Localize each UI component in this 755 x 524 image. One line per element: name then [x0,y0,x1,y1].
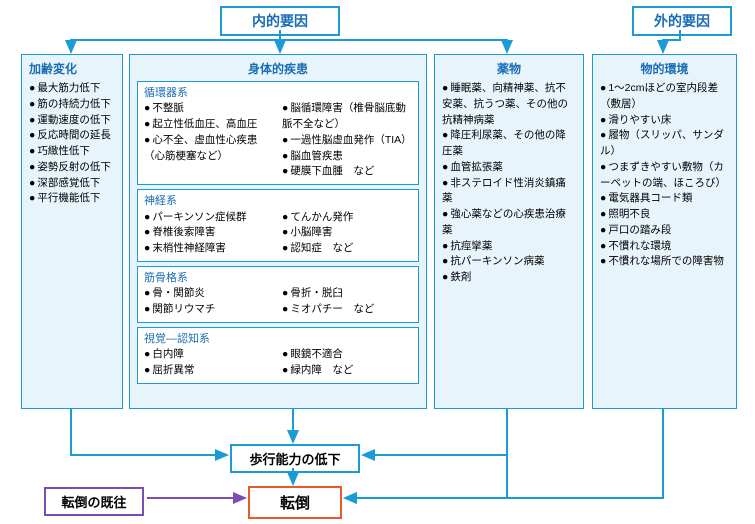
list-item: 戸口の踏み段 [600,223,729,239]
vis-sub: 視覚―認知系白内障屈折異常眼鏡不適合緑内障 など [137,327,419,384]
musc-sub: 筋骨格系骨・関節炎関節リウマチ骨折・脱臼ミオパチー など [137,266,419,323]
aging-list: 最大筋力低下筋の持続力低下運動速度の低下反応時間の延長巧緻性低下姿勢反射の低下深… [29,81,115,207]
list-item: 骨折・脱臼 [282,286,412,302]
list-item: 屈折異常 [144,363,274,379]
fall-box: 転倒 [248,486,342,519]
list-item: 不整脈 [144,101,274,117]
list-item: 反応時間の延長 [29,128,115,144]
list-item: 滑りやすい床 [600,113,729,129]
physical-panel: 身体的疾患 循環器系不整脈起立性低血圧、高血圧心不全、虚血性心疾患（心筋梗塞など… [129,54,427,409]
list-item: 照明不良 [600,207,729,223]
list-item: てんかん発作 [282,210,412,226]
internal-factors-box: 内的要因 [220,6,340,36]
list-item: 強心薬などの心疾患治療薬 [442,207,576,239]
list-item: 脳循環障害（椎骨脳底動脈不全など） [282,101,412,133]
list-item: 末梢性神経障害 [144,241,274,257]
list-item: 巧緻性低下 [29,144,115,160]
list-item: 眼鏡不適合 [282,347,412,363]
list-item: 血管拡張薬 [442,160,576,176]
list-item: 脊椎後索障害 [144,225,274,241]
list-item: 抗パーキンソン病薬 [442,254,576,270]
drugs-list: 睡眠薬、向精神薬、抗不安薬、抗うつ薬、その他の抗精神病薬降圧利尿薬、その他の降圧… [442,81,576,286]
list-item: 骨・関節炎 [144,286,274,302]
list-item: 1〜2cmほどの室内段差（敷居） [600,81,729,113]
list-item: 筋の持続力低下 [29,97,115,113]
list-item: 白内障 [144,347,274,363]
list-item: 不慣れな環境 [600,239,729,255]
list-item: 硬膜下血腫 など [282,164,412,180]
drugs-panel: 薬物 睡眠薬、向精神薬、抗不安薬、抗うつ薬、その他の抗精神病薬降圧利尿薬、その他… [434,54,584,409]
list-item: 最大筋力低下 [29,81,115,97]
list-item: 姿勢反射の低下 [29,160,115,176]
list-item: 小脳障害 [282,225,412,241]
list-item: 非ステロイド性消炎鎮痛薬 [442,176,576,208]
list-item: 睡眠薬、向精神薬、抗不安薬、抗うつ薬、その他の抗精神病薬 [442,81,576,128]
env-list: 1〜2cmほどの室内段差（敷居）滑りやすい床履物（スリッパ、サンダル）つまずきや… [600,81,729,270]
list-item: 脳血管疾患 [282,149,412,165]
list-item: 緑内障 など [282,363,412,379]
list-item: 抗痙攣薬 [442,239,576,255]
env-title: 物的環境 [600,60,729,77]
list-item: 一過性脳虚血発作（TIA） [282,133,412,149]
aging-panel: 加齢変化 最大筋力低下筋の持続力低下運動速度の低下反応時間の延長巧緻性低下姿勢反… [21,54,123,409]
list-item: 運動速度の低下 [29,113,115,129]
list-item: 心不全、虚血性心疾患（心筋梗塞など） [144,133,274,165]
list-item: 鉄剤 [442,270,576,286]
list-item: つまずきやすい敷物（カーペットの端、ほころび） [600,160,729,192]
circ-sub: 循環器系不整脈起立性低血圧、高血圧心不全、虚血性心疾患（心筋梗塞など）脳循環障害… [137,81,419,185]
list-item: 認知症 など [282,241,412,257]
list-item: 起立性低血圧、高血圧 [144,117,274,133]
neuro-sub: 神経系パーキンソン症候群脊椎後索障害末梢性神経障害てんかん発作小脳障害認知症 な… [137,189,419,262]
env-panel: 物的環境 1〜2cmほどの室内段差（敷居）滑りやすい床履物（スリッパ、サンダル）… [592,54,737,409]
list-item: 深部感覚低下 [29,176,115,192]
list-item: 不慣れな場所での障害物 [600,254,729,270]
drugs-title: 薬物 [442,60,576,77]
physical-title: 身体的疾患 [137,60,419,77]
list-item: パーキンソン症候群 [144,210,274,226]
list-item: 履物（スリッパ、サンダル） [600,128,729,160]
list-item: 電気器具コード類 [600,191,729,207]
list-item: 降圧利尿薬、その他の降圧薬 [442,128,576,160]
list-item: 平行機能低下 [29,191,115,207]
external-factors-box: 外的要因 [632,6,732,36]
walking-box: 歩行能力の低下 [230,444,360,473]
aging-title: 加齢変化 [29,60,115,77]
list-item: 関節リウマチ [144,302,274,318]
history-box: 転倒の既往 [44,487,144,516]
list-item: ミオパチー など [282,302,412,318]
